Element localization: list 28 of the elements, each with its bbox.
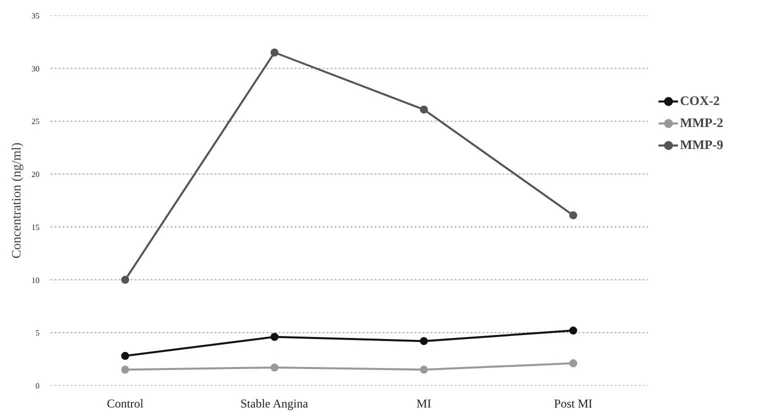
legend-label: COX-2 — [680, 93, 720, 109]
legend-label: MMP-2 — [680, 115, 724, 131]
y-tick-label: 5 — [36, 328, 40, 338]
point — [569, 211, 578, 220]
y-tick-label: 25 — [32, 117, 40, 126]
point — [121, 276, 130, 284]
y-axis-title: Concentration (ng/ml) — [8, 142, 24, 258]
point — [121, 366, 130, 374]
point — [270, 364, 279, 372]
y-tick-label: 20 — [32, 170, 40, 180]
point — [569, 359, 578, 368]
point — [420, 337, 428, 346]
point — [569, 326, 578, 335]
point — [270, 332, 279, 341]
point — [121, 352, 130, 360]
x-tick-label: Stable Angina — [240, 396, 309, 410]
y-tick-label: 30 — [32, 64, 40, 74]
y-tick-label: 35 — [32, 12, 40, 20]
y-tick-label: 0 — [36, 382, 40, 390]
legend-label: MMP-9 — [680, 137, 724, 153]
y-tick-label: 15 — [32, 222, 40, 232]
point — [270, 48, 279, 56]
x-tick-label: Post MI — [554, 396, 592, 410]
x-tick-label: MI — [416, 396, 432, 410]
x-tick-label: Control — [106, 396, 144, 410]
y-tick-label: 10 — [32, 276, 40, 285]
point — [420, 366, 428, 374]
point — [420, 106, 428, 114]
